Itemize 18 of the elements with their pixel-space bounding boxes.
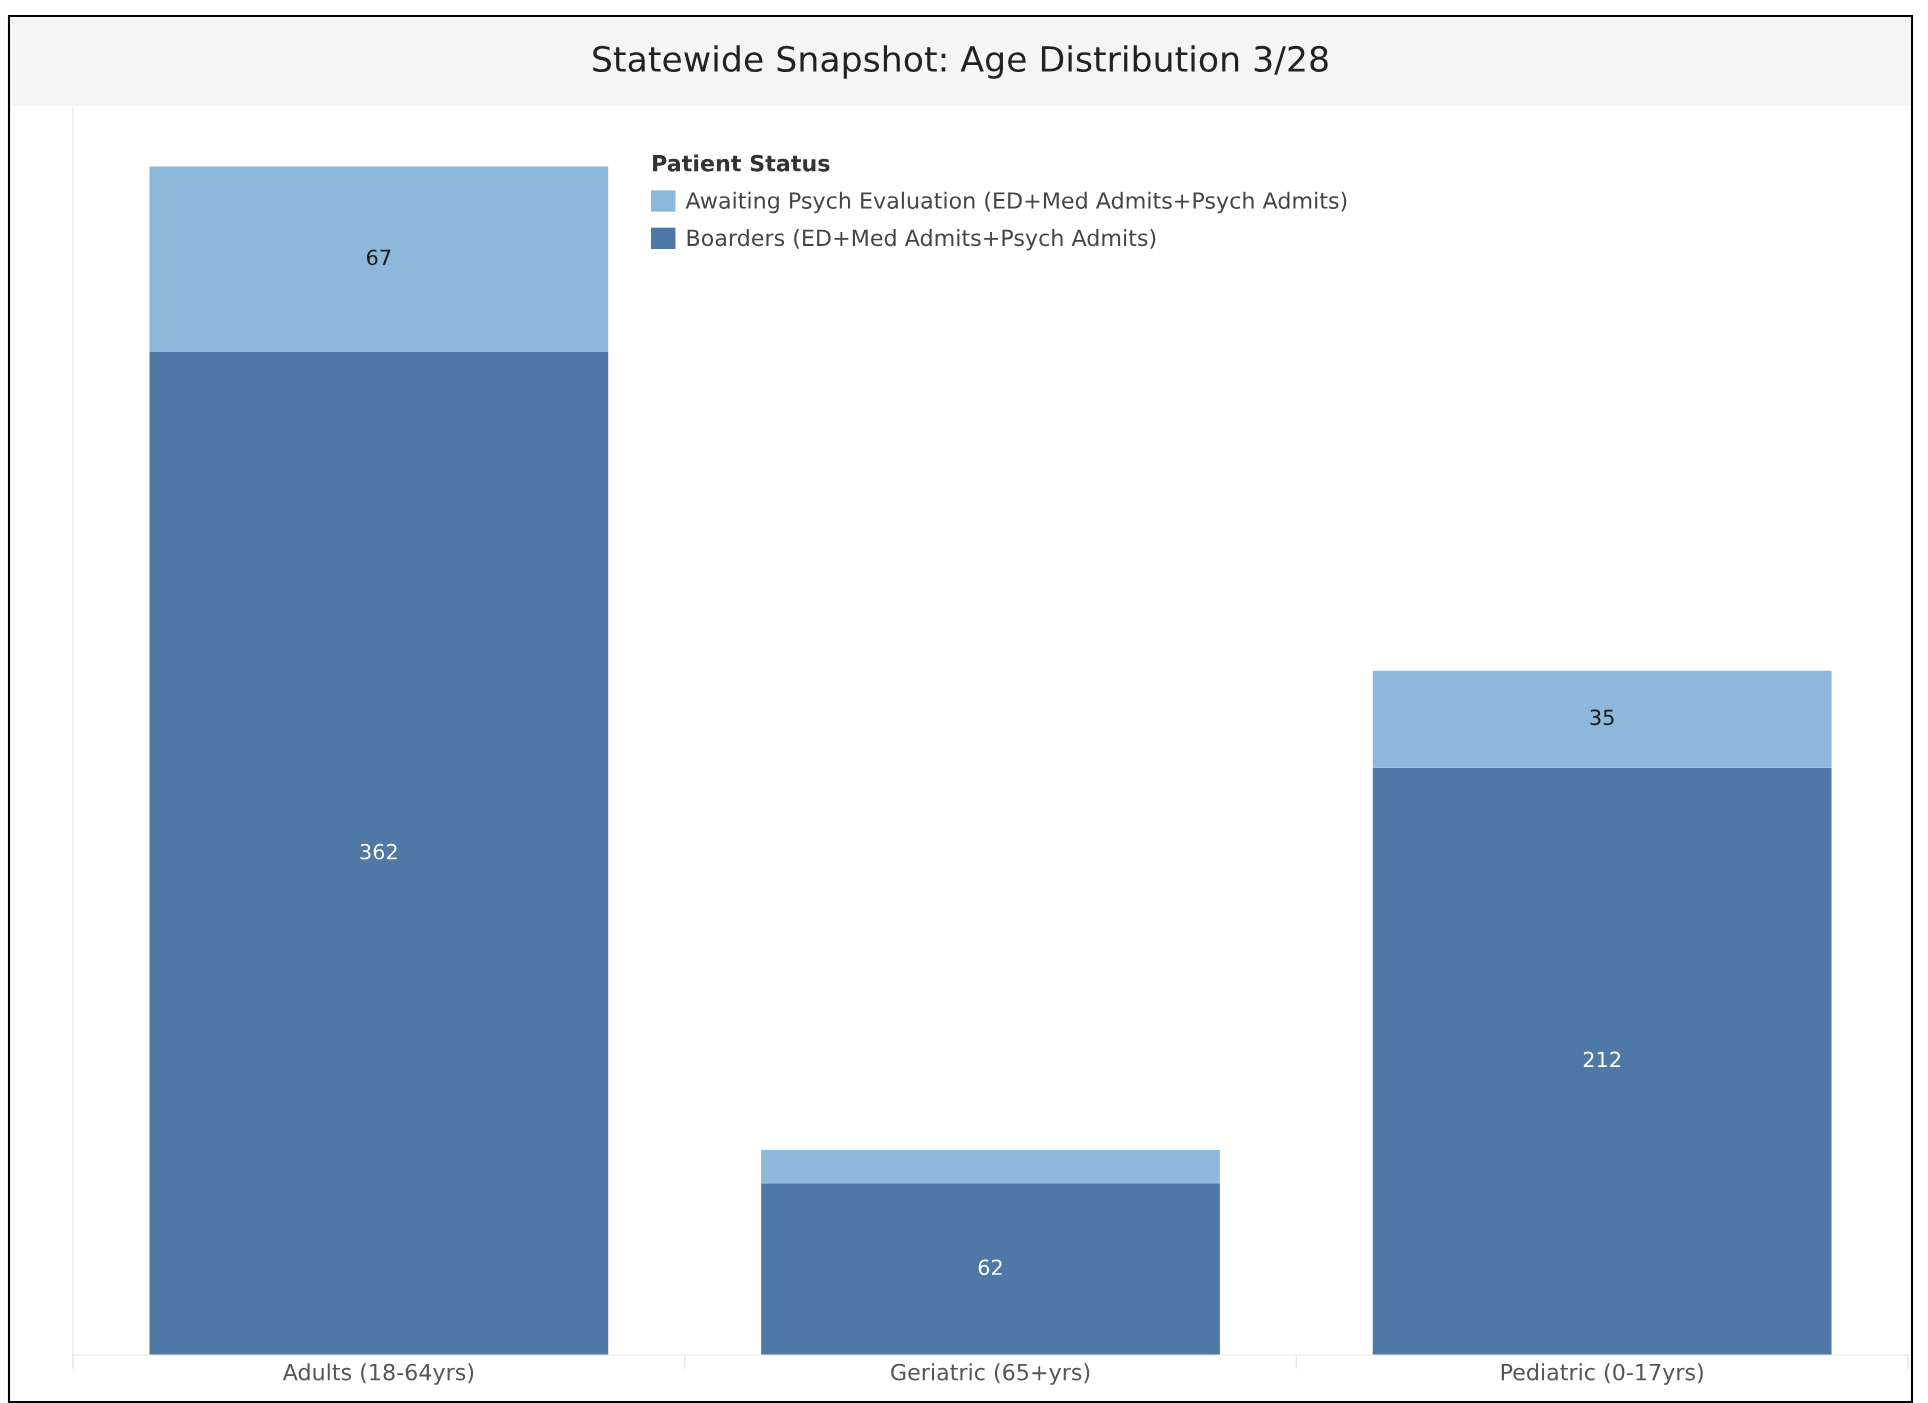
data-label: 62 (978, 1259, 1002, 1276)
legend-title: Patient Status (653, 154, 830, 172)
bar (761, 1183, 1220, 1355)
legend-label: Awaiting Psych Evaluation (ED+Med Admits+Psych Admits) (685, 191, 1347, 214)
data-label: 212 (1583, 1051, 1620, 1068)
data-label: 362 (360, 843, 397, 860)
bar (149, 352, 609, 1355)
bar (149, 166, 609, 353)
x-tick-label: Geriatric (65+yrs) (891, 1363, 1090, 1385)
chart-title: Statewide Snapshot: Age Distribution 3/28 (593, 45, 1328, 79)
legend-label: Boarders (ED+Med Admits+Psych Admits) (687, 229, 1156, 251)
data-label: 35 (1590, 709, 1614, 726)
bar (1372, 767, 1832, 1355)
x-tick-label: Adults (18-64yrs) (282, 1363, 474, 1385)
data-label: 67 (367, 249, 391, 266)
bar (761, 1149, 1220, 1184)
x-tick-label: Pediatric (0-17yrs) (1501, 1363, 1703, 1385)
bar (1372, 670, 1832, 768)
